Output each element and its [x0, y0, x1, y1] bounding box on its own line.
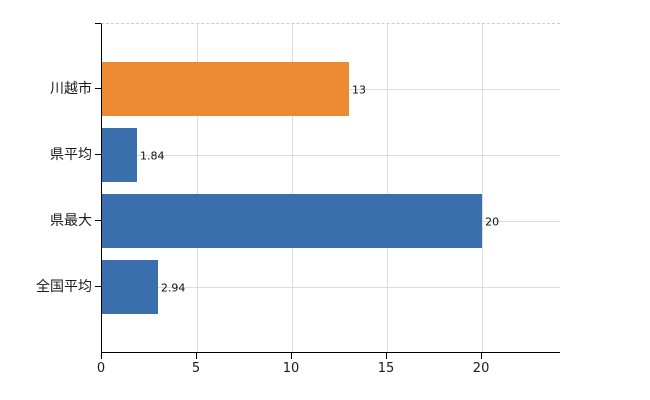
horizontal-gridline [102, 287, 560, 288]
bar-value-label: 1.84 [139, 149, 165, 163]
vertical-gridline [481, 24, 483, 352]
y-axis-tick [95, 88, 101, 89]
x-axis-tick [196, 353, 198, 359]
x-tick-label: 15 [377, 361, 395, 376]
bar-川越市 [102, 62, 350, 116]
category-label: 県最大 [50, 213, 92, 229]
vertical-gridline [291, 24, 293, 352]
y-axis-tick [95, 286, 101, 287]
category-label: 川越市 [50, 81, 92, 97]
bar-value-label: 13 [352, 83, 367, 97]
category-label: 県平均 [50, 147, 92, 163]
bar-value-label: 2.94 [160, 281, 186, 295]
y-axis-tick [95, 154, 101, 155]
x-axis-tick [291, 353, 293, 359]
bar-全国平均 [102, 260, 158, 314]
x-tick-label: 10 [282, 361, 300, 376]
vertical-gridline [196, 24, 198, 352]
vertical-gridline [386, 24, 388, 352]
bar-県最大 [102, 194, 483, 248]
y-axis-top-tick [95, 23, 101, 24]
plot-area: 13 1.84 20 2.94 [101, 23, 560, 353]
category-label: 全国平均 [36, 279, 92, 295]
x-tick-label: 20 [472, 361, 490, 376]
x-axis-tick [386, 353, 388, 359]
bar-value-label: 20 [485, 215, 500, 229]
y-axis-tick [95, 220, 101, 221]
bar-県平均 [102, 128, 137, 182]
x-axis-tick [101, 353, 102, 359]
horizontal-gridline [102, 155, 560, 156]
x-axis-tick [481, 353, 483, 359]
x-tick-label: 0 [96, 361, 106, 376]
x-tick-label: 5 [191, 361, 201, 376]
